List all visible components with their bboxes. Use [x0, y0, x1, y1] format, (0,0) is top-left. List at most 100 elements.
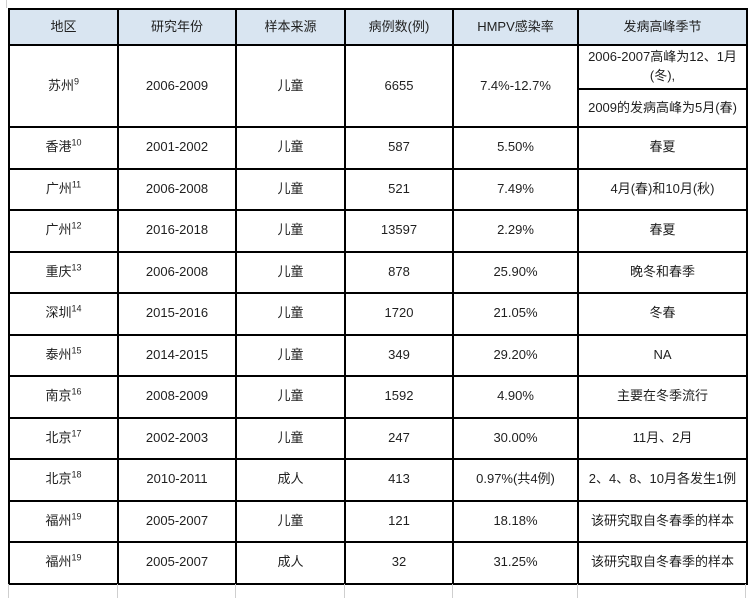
region-name: 泰州	[45, 346, 72, 362]
cell-cases: 521	[344, 167, 454, 211]
cell-source: 儿童	[235, 375, 346, 419]
region-name: 深圳	[45, 305, 72, 321]
cell-region: 福州19	[8, 541, 119, 585]
table-row: 福州19 2005-2007 成人 32 31.25% 该研究取自冬春季的样本	[8, 541, 748, 585]
header-cases: 病例数(例)	[344, 8, 454, 46]
cell-season: 11月、2月	[577, 416, 748, 460]
cell-region: 福州19	[8, 499, 119, 543]
cell-cases: 587	[344, 126, 454, 170]
region-name: 南京	[45, 388, 72, 404]
cell-region: 北京18	[8, 458, 119, 502]
gridline-stub	[117, 584, 118, 598]
region-name: 苏州	[47, 77, 74, 93]
cell-rate: 4.90%	[452, 375, 579, 419]
cell-source: 儿童	[235, 126, 346, 170]
cell-source: 儿童	[235, 333, 346, 377]
cell-rate: 31.25%	[452, 541, 579, 585]
cell-cases: 349	[344, 333, 454, 377]
citation-ref: 18	[71, 470, 82, 480]
cell-cases: 6655	[344, 44, 454, 128]
cell-cases: 121	[344, 499, 454, 543]
table-row: 香港10 2001-2002 儿童 587 5.50% 春夏	[8, 126, 748, 170]
hmpv-data-table: 地区 研究年份 样本来源 病例数(例) HMPV感染率 发病高峰季节 苏州9 2…	[8, 8, 748, 585]
cell-cases: 413	[344, 458, 454, 502]
gridline-stub	[235, 584, 236, 598]
citation-ref: 10	[71, 138, 82, 148]
cell-rate: 7.49%	[452, 167, 579, 211]
citation-ref: 15	[71, 345, 82, 356]
cell-season-top: 2006-2007高峰为12、1月(冬),	[577, 44, 748, 90]
table-row: 北京18 2010-2011 成人 413 0.97%(共4例) 2、4、8、1…	[8, 458, 748, 502]
cell-rate: 7.4%-12.7%	[452, 44, 579, 128]
cell-years: 2015-2016	[117, 292, 237, 336]
table-header-row: 地区 研究年份 样本来源 病例数(例) HMPV感染率 发病高峰季节	[8, 8, 748, 46]
cell-season: 4月(春)和10月(秋)	[577, 167, 748, 211]
header-rate: HMPV感染率	[452, 8, 579, 46]
citation-ref: 9	[74, 76, 80, 87]
cell-rate: 21.05%	[452, 292, 579, 336]
cell-years: 2016-2018	[117, 209, 237, 253]
table-row: 苏州9 2006-2009 儿童 6655 7.4%-12.7% 2006-20…	[8, 44, 748, 128]
cell-season: 2、4、8、10月各发生1例	[577, 458, 748, 502]
cell-rate: 29.20%	[452, 333, 579, 377]
cell-rate: 18.18%	[452, 499, 579, 543]
cell-cases: 32	[344, 541, 454, 585]
cell-rate: 2.29%	[452, 209, 579, 253]
gridline-stub	[8, 584, 9, 598]
cell-rate: 5.50%	[452, 126, 579, 170]
cell-source: 儿童	[235, 44, 346, 128]
table-row: 北京17 2002-2003 儿童 247 30.00% 11月、2月	[8, 416, 748, 460]
table-row: 广州12 2016-2018 儿童 13597 2.29% 春夏	[8, 209, 748, 253]
cell-cases: 1720	[344, 292, 454, 336]
cell-season: NA	[577, 333, 748, 377]
cell-season: 该研究取自冬春季的样本	[577, 541, 748, 585]
cell-season: 晚冬和春季	[577, 250, 748, 294]
cell-source: 儿童	[235, 167, 346, 211]
cell-region: 香港10	[8, 126, 119, 170]
table-row: 深圳14 2015-2016 儿童 1720 21.05% 冬春	[8, 292, 748, 336]
cell-season: 主要在冬季流行	[577, 375, 748, 419]
cell-region: 苏州9	[8, 44, 119, 128]
cell-years: 2006-2008	[117, 250, 237, 294]
region-name: 重庆	[45, 263, 72, 279]
cell-source: 成人	[235, 458, 346, 502]
header-source: 样本来源	[235, 8, 346, 46]
cell-source: 儿童	[235, 209, 346, 253]
cell-season-bottom: 2009的发病高峰为5月(春)	[577, 88, 748, 128]
cell-source: 儿童	[235, 292, 346, 336]
cell-years: 2005-2007	[117, 541, 237, 585]
cell-years: 2006-2008	[117, 167, 237, 211]
citation-ref: 19	[71, 511, 82, 522]
cell-years: 2014-2015	[117, 333, 237, 377]
cell-source: 儿童	[235, 416, 346, 460]
cell-source: 儿童	[235, 499, 346, 543]
table-row: 福州19 2005-2007 儿童 121 18.18% 该研究取自冬春季的样本	[8, 499, 748, 543]
cell-region: 深圳14	[8, 292, 119, 336]
table-row: 南京16 2008-2009 儿童 1592 4.90% 主要在冬季流行	[8, 375, 748, 419]
gridline-stub	[745, 584, 746, 598]
cell-rate: 25.90%	[452, 250, 579, 294]
cell-region: 广州12	[8, 209, 119, 253]
citation-ref: 19	[71, 553, 82, 563]
cell-region: 北京17	[8, 416, 119, 460]
cell-season: 冬春	[577, 292, 748, 336]
cell-season: 春夏	[577, 209, 748, 253]
cell-years: 2005-2007	[117, 499, 237, 543]
cell-rate: 0.97%(共4例)	[452, 458, 579, 502]
cell-region: 泰州15	[8, 333, 119, 377]
cell-cases: 878	[344, 250, 454, 294]
table-row: 广州11 2006-2008 儿童 521 7.49% 4月(春)和10月(秋)	[8, 167, 748, 211]
table-row: 重庆13 2006-2008 儿童 878 25.90% 晚冬和春季	[8, 250, 748, 294]
citation-ref: 12	[71, 221, 82, 231]
header-region: 地区	[8, 8, 119, 46]
table-row: 2009的发病高峰为5月(春)	[9, 88, 748, 128]
cell-season: 该研究取自冬春季的样本	[577, 499, 748, 543]
cell-rate: 30.00%	[452, 416, 579, 460]
gridline-stub	[344, 584, 345, 598]
region-name: 福州	[45, 554, 72, 570]
cell-cases: 13597	[344, 209, 454, 253]
region-name: 广州	[45, 222, 72, 238]
cell-region: 南京16	[8, 375, 119, 419]
citation-ref: 11	[71, 179, 82, 190]
